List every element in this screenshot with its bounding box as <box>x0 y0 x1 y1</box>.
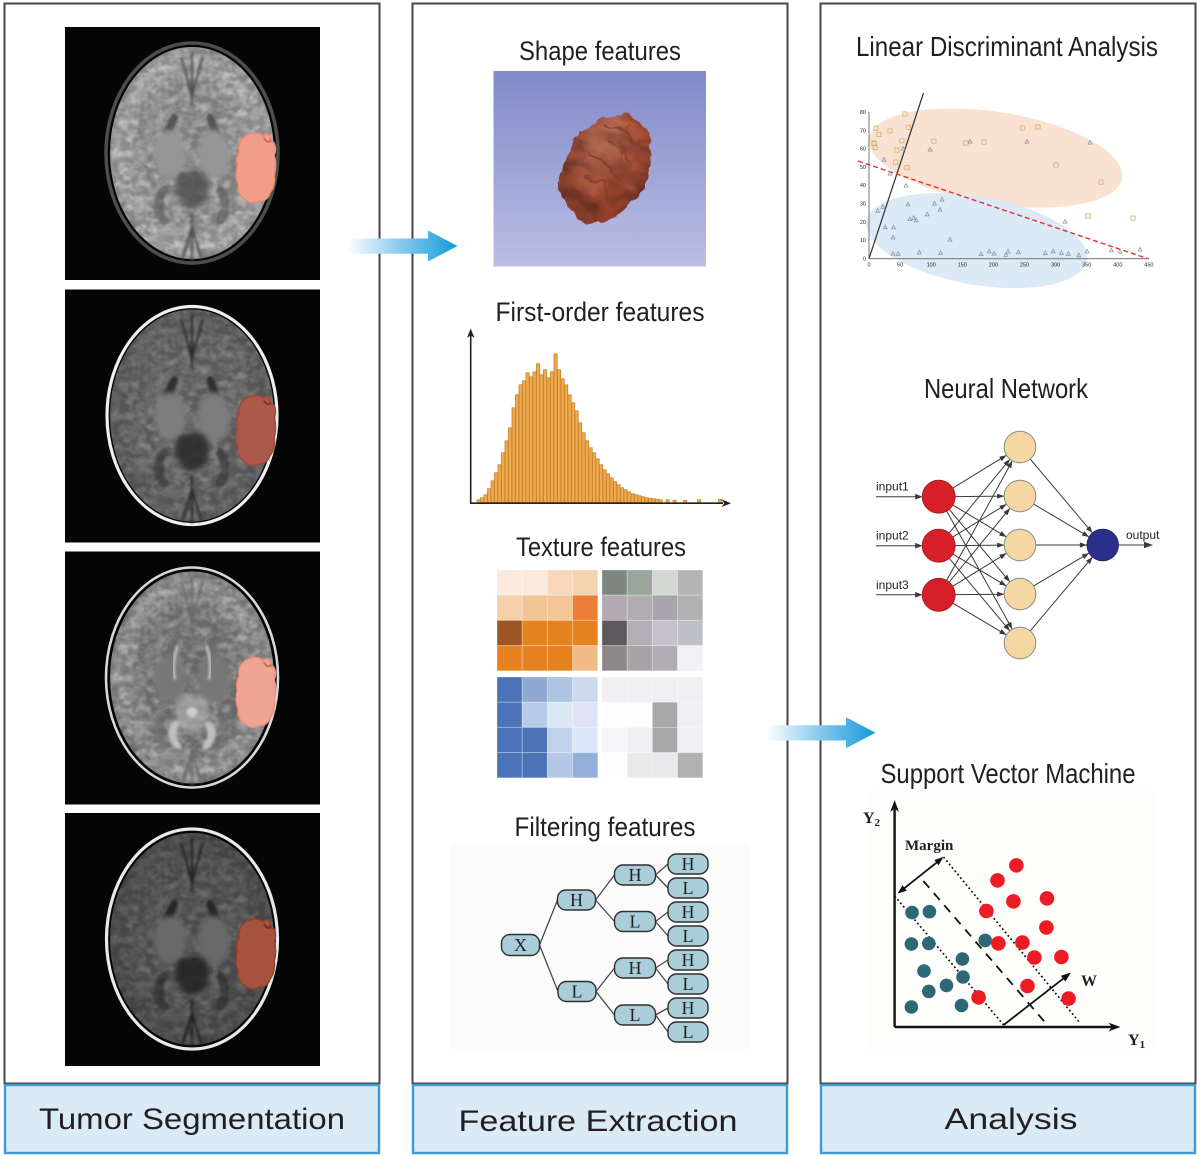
svg-text:First-order features: First-order features <box>496 297 705 327</box>
svg-text:Texture features: Texture features <box>516 532 686 562</box>
svg-text:input2: input2 <box>876 529 909 543</box>
svg-text:100: 100 <box>927 263 936 269</box>
svg-text:output: output <box>1126 528 1160 542</box>
svg-text:H: H <box>682 902 695 922</box>
svg-text:X: X <box>514 935 527 955</box>
svg-text:50: 50 <box>897 263 903 269</box>
svg-text:Linear Discriminant Analysis: Linear Discriminant Analysis <box>856 31 1158 62</box>
svg-text:0: 0 <box>867 263 870 269</box>
svg-text:30: 30 <box>860 202 866 208</box>
svg-text:L: L <box>683 1022 694 1042</box>
svg-text:10: 10 <box>860 238 866 244</box>
svg-text:Filtering features: Filtering features <box>515 812 696 842</box>
svg-text:0: 0 <box>863 256 866 262</box>
svg-text:70: 70 <box>860 128 866 134</box>
svg-text:200: 200 <box>989 263 998 269</box>
svg-text:60: 60 <box>860 147 866 153</box>
svg-text:40: 40 <box>860 183 866 189</box>
svg-text:350: 350 <box>1082 263 1091 269</box>
svg-text:H: H <box>682 998 695 1018</box>
svg-text:Shape features: Shape features <box>519 36 681 66</box>
svg-text:Analysis: Analysis <box>945 1103 1078 1136</box>
svg-text:L: L <box>572 982 583 1002</box>
svg-text:400: 400 <box>1113 263 1122 269</box>
svg-text:Margin: Margin <box>905 838 954 854</box>
svg-text:L: L <box>683 878 694 898</box>
svg-text:H: H <box>682 854 695 874</box>
svg-text:input1: input1 <box>876 480 909 494</box>
svg-text:L: L <box>683 974 694 994</box>
svg-text:H: H <box>629 865 642 885</box>
svg-text:150: 150 <box>958 263 967 269</box>
svg-text:20: 20 <box>860 220 866 226</box>
svg-text:Support Vector Machine: Support Vector Machine <box>881 758 1136 789</box>
svg-text:300: 300 <box>1051 263 1060 269</box>
svg-text:W: W <box>1081 973 1097 990</box>
svg-text:H: H <box>570 890 583 910</box>
svg-text:L: L <box>683 926 694 946</box>
svg-text:L: L <box>630 912 641 932</box>
svg-text:50: 50 <box>860 165 866 171</box>
svg-text:Tumor Segmentation: Tumor Segmentation <box>39 1103 345 1136</box>
svg-text:250: 250 <box>1020 263 1029 269</box>
svg-text:H: H <box>682 950 695 970</box>
svg-text:Neural Network: Neural Network <box>924 373 1089 404</box>
svg-text:L: L <box>630 1005 641 1025</box>
svg-text:H: H <box>629 958 642 978</box>
svg-text:input3: input3 <box>876 578 909 592</box>
svg-text:Feature Extraction: Feature Extraction <box>459 1105 738 1138</box>
svg-text:80: 80 <box>860 110 866 116</box>
svg-text:450: 450 <box>1144 263 1153 269</box>
